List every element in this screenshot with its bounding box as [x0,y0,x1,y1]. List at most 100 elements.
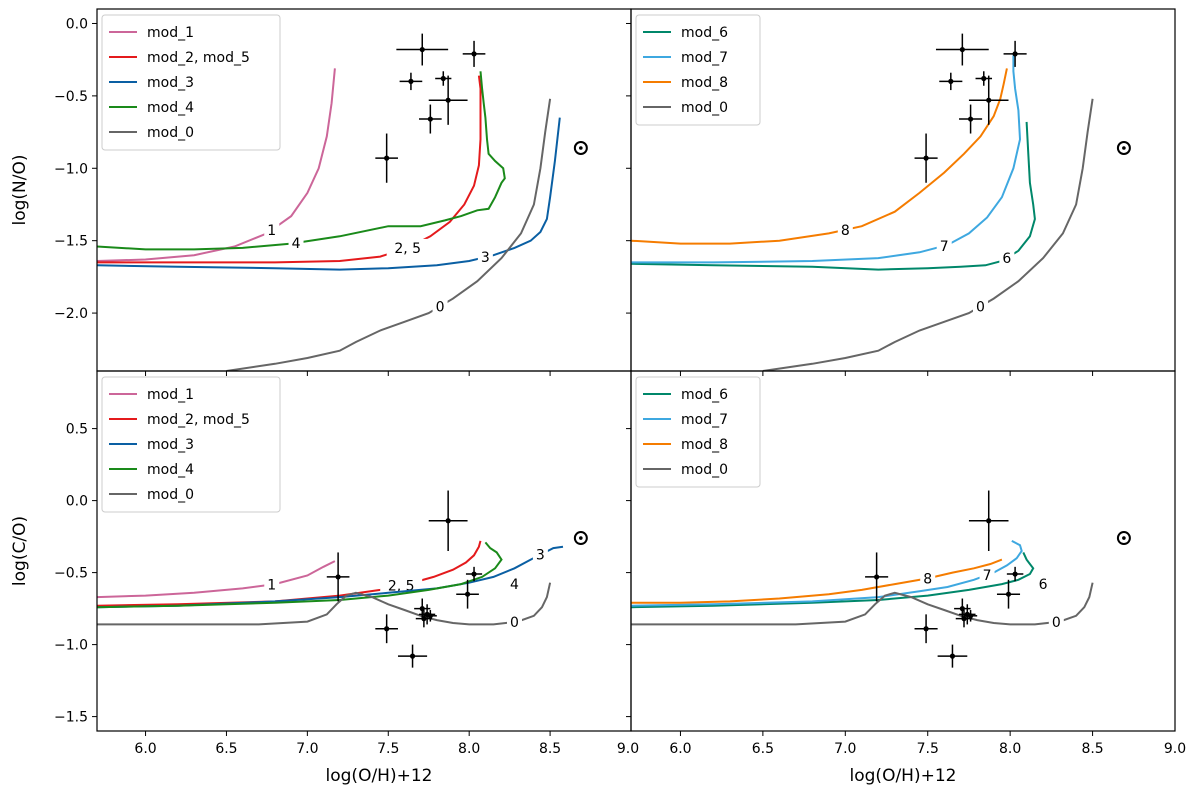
legend-box [101,14,281,151]
curve-label-6: 6 [1039,577,1048,593]
series-line-mod-0 [97,582,552,626]
y-tick-label: −1.0 [54,161,88,177]
solar-ring [573,141,588,156]
data-marker [471,51,477,57]
data-marker [419,606,425,612]
curve-label-bg [972,297,988,316]
y-tick-label: 0.0 [66,494,88,510]
y-tick-label: −1.5 [54,234,88,250]
observation-point [968,75,1009,125]
solar-symbol [1116,531,1131,546]
legend-label: mod_0 [681,462,728,478]
legend-label: mod_8 [681,75,728,91]
solar-symbol [1116,141,1131,156]
curve-label-0: 0 [976,299,985,315]
curve-label-bg [979,566,995,584]
curve-label-bg [920,569,936,588]
legend-label: mod_6 [681,387,728,403]
series-line-mod-4 [97,541,503,609]
data-marker [445,518,451,524]
curve-label-bg [264,575,280,594]
observation-point [423,610,437,622]
legend-label: mod_2, mod_5 [147,412,250,428]
series-line-mod-1 [97,560,336,599]
data-marker [419,46,425,53]
observation-point [963,610,978,622]
observation-point [326,552,350,602]
curve-label-bg [837,220,853,239]
x-tick-label: 7.5 [377,741,399,757]
observation-point [419,104,442,134]
x-tick-label: 7.0 [296,741,318,757]
data-marker [471,571,477,577]
x-tick-label: 6.0 [669,741,691,757]
legend-box [635,376,761,488]
curve-label-3: 3 [481,250,490,266]
curve-label-1: 1 [267,578,276,594]
legend-label: mod_7 [681,50,728,66]
series-line-mod-7 [631,55,1022,264]
curve-label-bg [506,612,522,631]
data-marker [445,97,451,103]
observation-point [399,72,423,91]
legend-label: mod_6 [681,25,728,41]
y-tick-label: 0.0 [66,16,88,32]
data-marker [986,97,992,103]
y-tick-label: −1.0 [54,638,88,654]
observation-point [415,610,432,628]
data-marker [335,574,341,580]
data-marker [421,616,427,622]
curve-label-bg [999,248,1015,267]
x-tick-label: 8.5 [1081,741,1103,757]
curve-label-1: 1 [267,223,276,239]
data-marker [961,616,967,622]
curve-label-bg [386,238,429,257]
x-tick-label: 6.0 [134,741,156,757]
legend-box [101,376,281,513]
y-tick-label: −1.5 [54,710,88,726]
data-marker [959,46,965,53]
y-tick-label: 0.5 [66,422,88,438]
legend-label: mod_8 [681,437,728,453]
data-marker [986,518,992,524]
legend-label: mod_3 [147,75,194,91]
curve-label-bg [532,545,548,564]
legend-label: mod_0 [681,100,728,116]
data-marker [1012,571,1018,577]
observation-point [975,71,993,86]
x-axis-label: log(O/H)+12 [850,766,957,786]
y-tick-label: −0.5 [54,89,88,105]
data-marker [948,78,954,84]
curve-label-2-5: 2, 5 [394,241,421,257]
data-marker [959,606,965,612]
observation-point [435,71,452,86]
solar-symbol [573,531,588,546]
data-marker [923,155,929,161]
legend-box [635,14,761,126]
series-line-mod-8 [631,558,1003,604]
data-marker [384,155,390,161]
data-marker [408,78,414,84]
legend-label: mod_2, mod_5 [147,50,250,66]
solar-ring [1116,531,1131,546]
legend-label: mod_1 [147,25,194,41]
observation-point [1006,566,1024,582]
observation-point [968,490,1009,551]
legend-label: mod_4 [147,100,194,116]
panel-p4: 6 7 8 0 6.0 6.5 7.0 7.5 8.0 8.5 9.0 log(O/H)+12 mod_… [626,370,1186,786]
data-marker [1012,51,1018,57]
series-line-mod-3 [97,117,561,271]
panel-p1: 1 2, 5 3 4 0 0.0 −0.5 −1.0 −1.5 −2.0 log(N/O) mod_1… [10,8,632,376]
observation-point [465,566,483,582]
observation-point [428,490,468,551]
curve-label-4: 4 [510,577,519,593]
solar-dot [1122,146,1126,150]
observation-point [375,133,398,183]
series-line-mod-1 [97,68,336,262]
curve-label-0: 0 [436,299,445,315]
solar-dot [1122,536,1126,540]
curve-label-8: 8 [923,571,932,587]
